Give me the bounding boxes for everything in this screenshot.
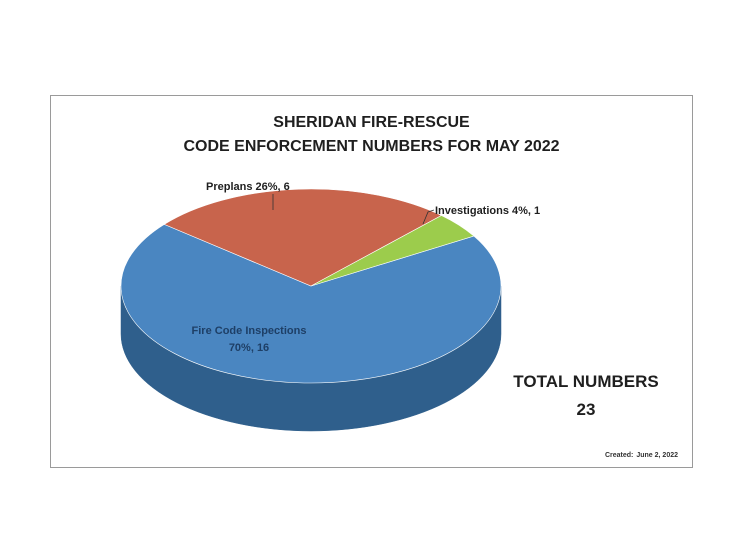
total-numbers-value: 23 (506, 396, 666, 424)
total-numbers-label: TOTAL NUMBERS (506, 368, 666, 396)
created-date-note: Created: June 2, 2022 (602, 452, 678, 459)
slice-label-investigations: Investigations 4%, 1 (435, 205, 540, 217)
chart-frame: SHERIDAN FIRE-RESCUE CODE ENFORCEMENT NU… (50, 95, 693, 468)
total-numbers: TOTAL NUMBERS 23 (506, 368, 666, 424)
created-date: June 2, 2022 (636, 452, 678, 459)
slice-label-fire-code-inspections: Fire Code Inspections (192, 325, 307, 337)
created-label: Created: (605, 452, 633, 459)
pie-top (121, 189, 501, 383)
slice-label-fire-code-inspections-value: 70%, 16 (229, 342, 269, 354)
slice-label-preplans: Preplans 26%, 6 (206, 181, 290, 193)
